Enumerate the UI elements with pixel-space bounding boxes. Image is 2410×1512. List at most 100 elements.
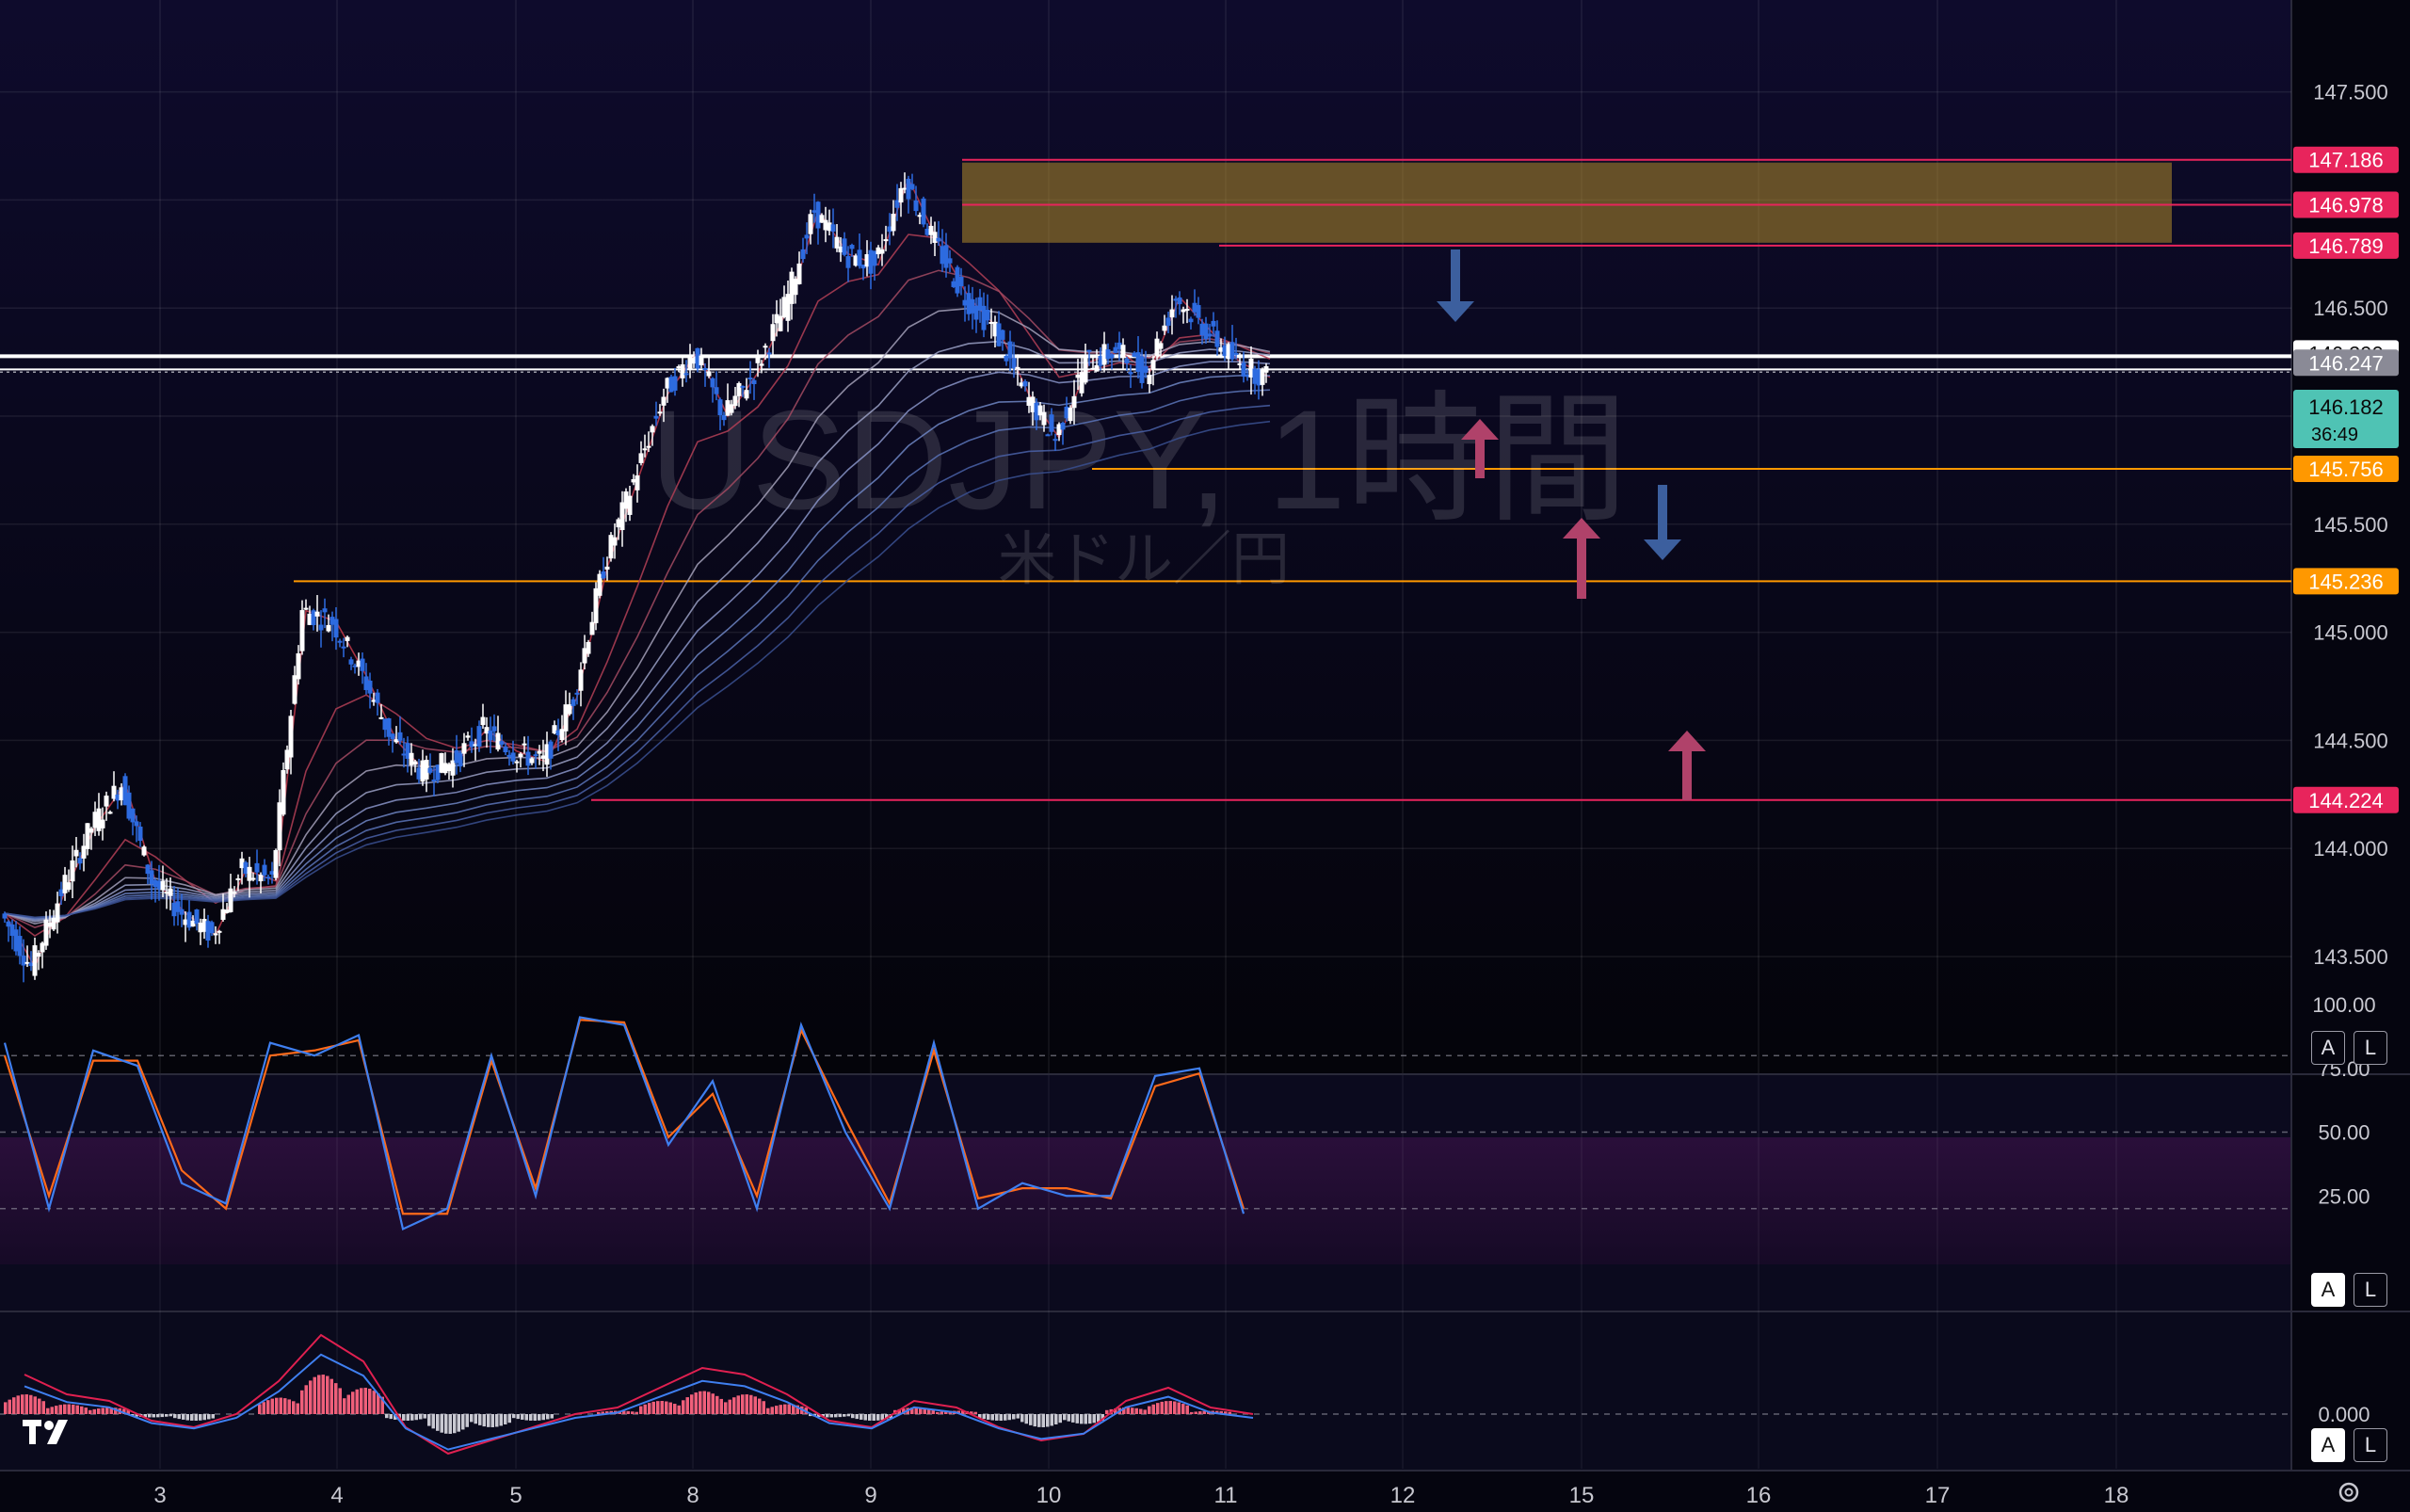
macd-histogram-bar [702, 1391, 706, 1414]
stoch-tick: 50.00 [2318, 1121, 2370, 1145]
candle-body [616, 519, 621, 528]
macd-histogram-bar [851, 1414, 855, 1419]
candle-body [1218, 347, 1224, 352]
macd-histogram-bar [1054, 1414, 1058, 1424]
macd-histogram-bar [394, 1414, 397, 1420]
price-axis[interactable]: 147.500 146.500 145.500 145.000 144.500 144.0… [2313, 81, 2388, 969]
candle-body [721, 415, 727, 421]
auto-scale-button-stoch[interactable]: A [2311, 1273, 2345, 1307]
macd-pane[interactable] [0, 1312, 2291, 1471]
time-tick: 18 [2104, 1483, 2129, 1508]
candle-body [763, 346, 768, 348]
candle-body [1245, 374, 1250, 378]
candle-body [710, 378, 715, 388]
macd-histogram-bar [1033, 1414, 1036, 1427]
candle-body [1109, 354, 1115, 359]
candle-body [232, 892, 237, 894]
log-scale-button-macd[interactable]: L [2354, 1428, 2387, 1462]
settings-gear-icon[interactable] [2335, 1478, 2363, 1506]
auto-scale-button-price[interactable]: A [2311, 1031, 2345, 1065]
candle-body [28, 962, 34, 967]
macd-histogram-bar [516, 1414, 520, 1420]
candle-body [717, 399, 723, 416]
candle-body [642, 448, 648, 451]
macd-histogram-bar [16, 1395, 20, 1414]
macd-histogram-bar [296, 1403, 299, 1414]
macd-histogram-bar [1058, 1414, 1062, 1424]
macd-histogram-bar [770, 1407, 774, 1414]
macd-histogram-bar [1020, 1414, 1024, 1423]
candle-body [220, 909, 226, 921]
macd-histogram-bar [148, 1414, 152, 1418]
price-label-bg [2293, 456, 2399, 483]
macd-histogram-bar [380, 1396, 384, 1414]
candle-body [88, 828, 94, 833]
macd-histogram-bar [406, 1414, 410, 1421]
candle-body [909, 184, 915, 189]
macd-histogram-bar [202, 1414, 206, 1421]
time-axis[interactable]: 3 4 5 8 9 10 11 12 15 16 17 18 [153, 1483, 2129, 1508]
macd-histogram-bar [360, 1388, 363, 1414]
candle-body [51, 917, 56, 930]
candle-body [894, 200, 900, 208]
candle-body [902, 187, 908, 190]
macd-histogram-bar [902, 1408, 906, 1414]
macd-histogram-bar [732, 1397, 736, 1414]
candle-body [668, 377, 674, 393]
candle-body [808, 214, 813, 234]
candle-body [70, 860, 75, 882]
macd-histogram-bar [1012, 1414, 1016, 1420]
candle-body [450, 760, 456, 776]
price-label-bg [2293, 191, 2399, 218]
macd-histogram-bar [194, 1414, 198, 1421]
price-label-bg [2293, 232, 2399, 259]
macd-histogram-bar [292, 1401, 296, 1414]
candle-body [1173, 298, 1179, 301]
candle-body [1139, 356, 1145, 383]
bar-countdown: 36:49 [2311, 425, 2358, 445]
candle-body [476, 726, 482, 747]
candle-body [141, 846, 147, 856]
macd-histogram-bar [190, 1414, 194, 1421]
macd-histogram-bar [1190, 1411, 1194, 1414]
candle-body [860, 265, 866, 269]
tradingview-logo-icon[interactable] [21, 1414, 77, 1448]
resistance-zone-rect [962, 162, 2172, 243]
macd-histogram-bar [1139, 1408, 1143, 1414]
candle-body [970, 298, 975, 314]
log-scale-button-price[interactable]: L [2354, 1031, 2387, 1065]
candle-body [1090, 367, 1096, 370]
macd-histogram-bar [931, 1409, 935, 1414]
time-tick: 16 [1746, 1483, 1772, 1508]
candle-body [955, 266, 960, 294]
candle-body [454, 749, 459, 764]
macd-signal-line [24, 1333, 1254, 1456]
candle-body [24, 961, 30, 964]
auto-scale-button-macd[interactable]: A [2311, 1428, 2345, 1462]
macd-histogram-bar [431, 1414, 435, 1429]
candle-body [262, 864, 267, 876]
candle-body [1113, 346, 1118, 353]
candle-body [296, 652, 301, 680]
candle-body [171, 902, 177, 917]
log-scale-button-stoch[interactable]: L [2354, 1273, 2387, 1307]
macd-histogram-bar [707, 1391, 711, 1414]
candle-body [747, 378, 753, 380]
macd-histogram-bar [173, 1414, 177, 1419]
candle-body [657, 411, 663, 414]
price-tick: 147.500 [2313, 81, 2388, 105]
macd-histogram-bar [1004, 1414, 1007, 1421]
macd-histogram-bar [529, 1414, 533, 1421]
macd-histogram-bar [283, 1398, 287, 1414]
macd-histogram-bar [457, 1414, 460, 1432]
candle-body [725, 400, 731, 416]
macd-histogram-bar [507, 1414, 511, 1424]
candle-body [522, 743, 527, 746]
candle-body [265, 877, 271, 879]
macd-histogram-bar [745, 1394, 748, 1414]
candle-body [789, 271, 795, 304]
macd-histogram-bar [126, 1409, 130, 1414]
candle-body [548, 741, 554, 759]
candle-body [390, 733, 395, 740]
